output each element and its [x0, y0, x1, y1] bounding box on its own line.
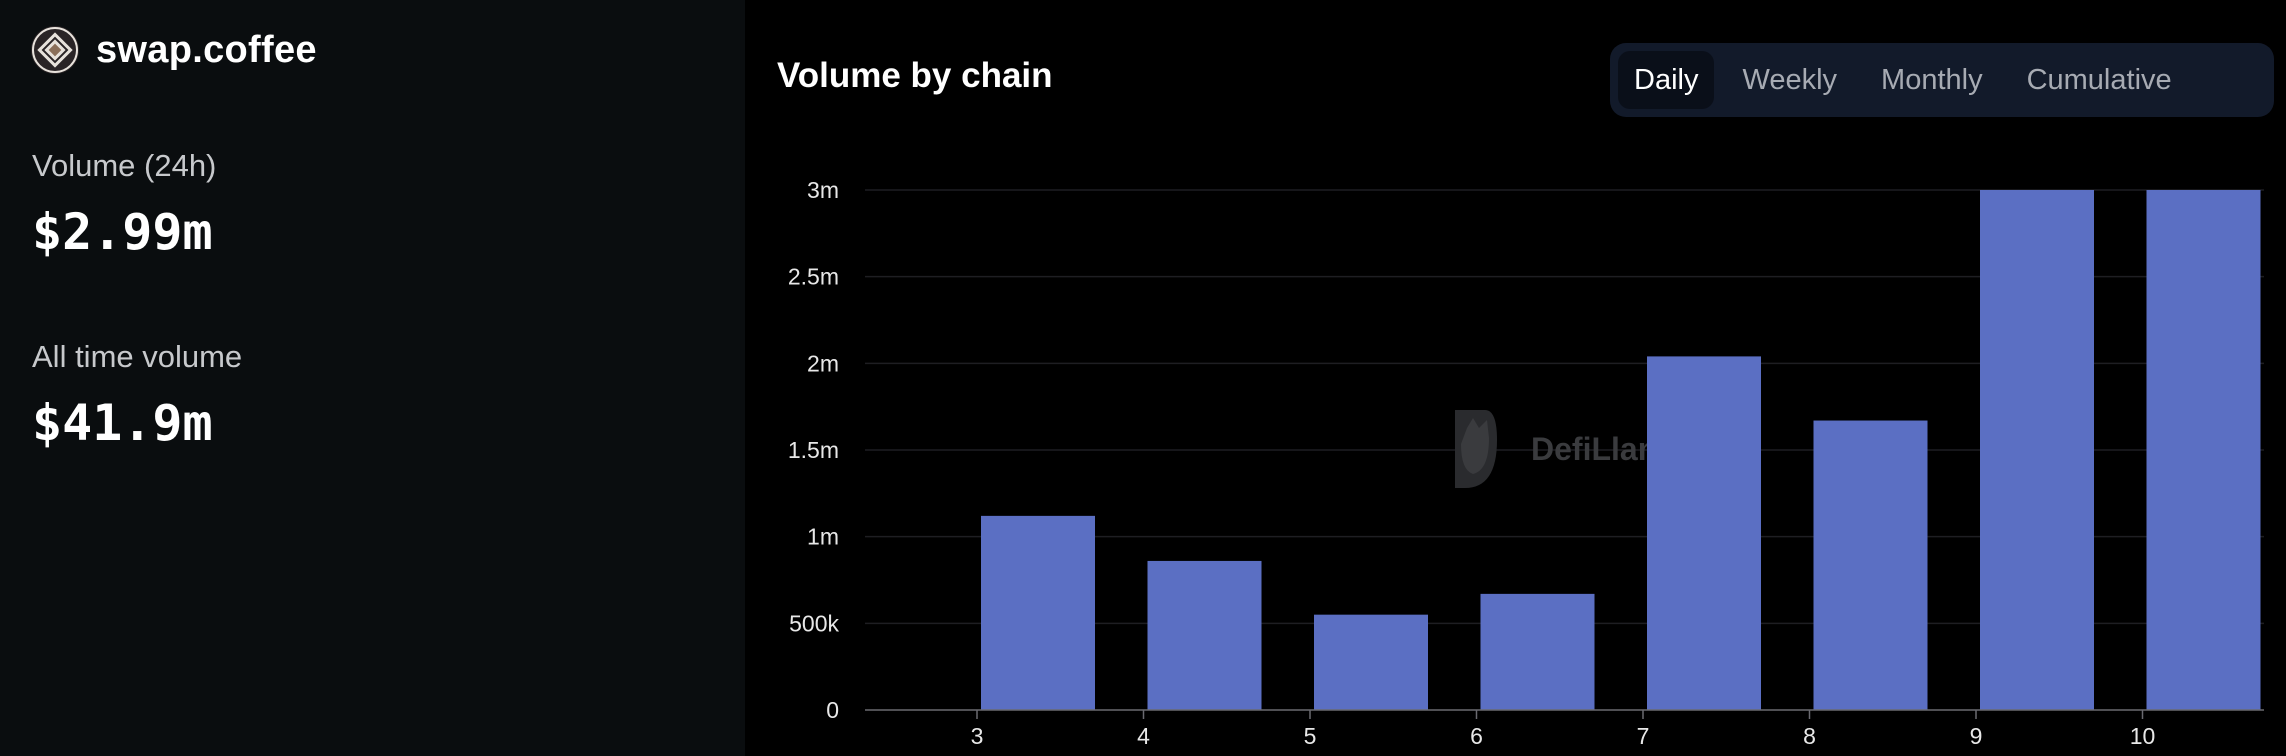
all-time-volume-label: All time volume — [32, 339, 243, 374]
tab-weekly[interactable]: Weekly — [1742, 63, 1838, 96]
x-tick-label: 4 — [1137, 723, 1150, 749]
x-tick-label: 8 — [1803, 723, 1816, 749]
chart-panel: Volume by chain Daily Weekly Monthly Cum… — [745, 0, 2286, 756]
y-tick-label: 0 — [826, 697, 839, 723]
tab-daily[interactable]: Daily — [1618, 51, 1715, 109]
bar-day-10[interactable] — [2146, 190, 2261, 710]
x-tick-label: 3 — [971, 723, 984, 749]
x-tick-label: 9 — [1970, 723, 1983, 749]
all-time-volume-value: $41.9m — [32, 394, 213, 452]
bar-day-8[interactable] — [1813, 420, 1928, 710]
chart-bars — [981, 190, 2261, 710]
y-tick-label: 500k — [789, 610, 839, 636]
tab-cumulative[interactable]: Cumulative — [2026, 63, 2172, 96]
period-tabs: Daily Weekly Monthly Cumulative — [1610, 43, 2274, 117]
y-tick-label: 3m — [807, 177, 839, 203]
tab-monthly[interactable]: Monthly — [1881, 63, 1983, 96]
y-tick-label: 1m — [807, 524, 839, 550]
bar-day-4[interactable] — [1147, 560, 1262, 710]
bar-day-9[interactable] — [1980, 190, 2094, 710]
summary-sidebar: swap.coffee Volume (24h) $2.99m All time… — [0, 0, 745, 756]
brand-name: swap.coffee — [96, 28, 317, 71]
chart-title: Volume by chain — [777, 56, 1053, 95]
bar-day-3[interactable] — [981, 515, 1095, 710]
y-tick-label: 2.5m — [788, 264, 839, 290]
y-tick-label: 1.5m — [788, 437, 839, 463]
volume-24h-label: Volume (24h) — [32, 148, 217, 183]
brand[interactable]: swap.coffee — [30, 25, 317, 75]
bar-day-6[interactable] — [1480, 593, 1595, 710]
llama-logo-icon — [1455, 410, 1497, 488]
swap-coffee-logo-icon — [31, 26, 79, 74]
volume-24h-value: $2.99m — [32, 203, 213, 261]
x-tick-label: 6 — [1470, 723, 1483, 749]
bar-day-5[interactable] — [1314, 614, 1428, 710]
x-tick-label: 10 — [2130, 723, 2156, 749]
x-tick-label: 5 — [1304, 723, 1317, 749]
x-tick-label: 7 — [1637, 723, 1650, 749]
chart-x-axis: 3 4 5 6 7 8 9 10 — [865, 709, 2264, 749]
bar-day-7[interactable] — [1647, 356, 1761, 710]
y-tick-label: 2m — [807, 350, 839, 376]
